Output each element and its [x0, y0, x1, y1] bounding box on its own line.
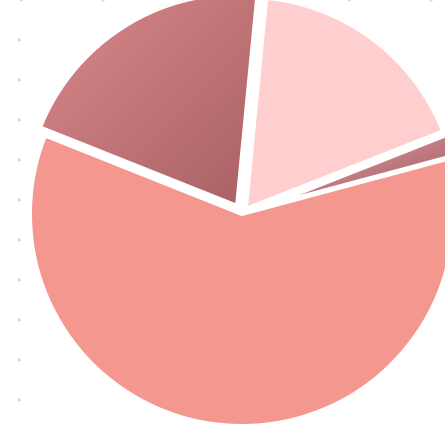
- watermark-glyph: •: [16, 394, 23, 407]
- watermark-glyph: •: [100, 0, 107, 7]
- watermark-glyph: •: [16, 74, 23, 87]
- pie-slice-3: [243, 0, 445, 211]
- watermark-glyph: •: [16, 114, 23, 127]
- watermark-glyph: •: [16, 354, 23, 367]
- pie-slice-2: [38, 0, 259, 208]
- pie-slices: [28, 0, 445, 428]
- watermark-glyph: •: [16, 274, 23, 287]
- watermark-glyph: •: [16, 34, 23, 47]
- watermark-glyph: •: [16, 154, 23, 167]
- watermark-glyph: •: [18, 0, 25, 7]
- watermark-glyph: •: [16, 194, 23, 207]
- watermark-glyph: •: [16, 234, 23, 247]
- watermark-glyph: •: [346, 0, 353, 7]
- watermark-glyph: •: [428, 0, 435, 7]
- watermark-glyph: •: [16, 314, 23, 327]
